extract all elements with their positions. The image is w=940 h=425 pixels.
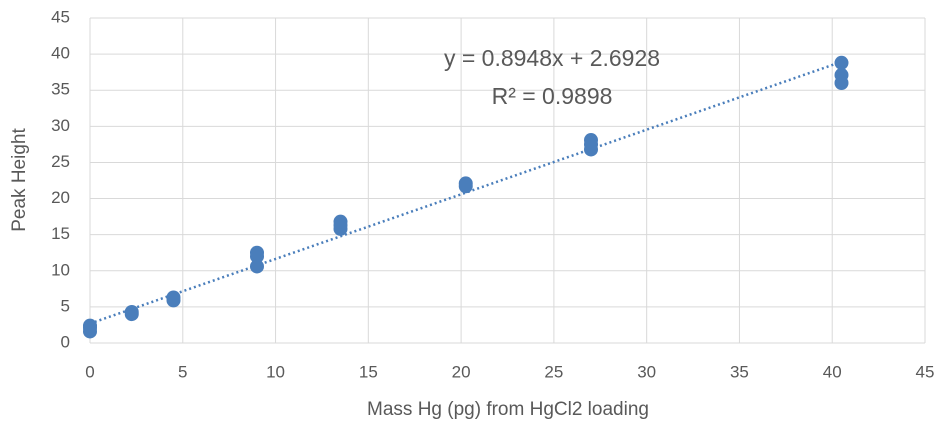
y-tick-label: 35 [51,80,70,99]
x-tick-label: 20 [452,362,471,381]
y-tick-label: 5 [61,296,70,315]
data-point [834,55,849,70]
data-point [124,304,139,319]
y-tick-label: 20 [51,188,70,207]
data-point [250,259,264,274]
y-tick-label: 25 [51,152,70,171]
y-tick-label: 45 [51,7,70,26]
x-tick-label: 0 [85,362,94,381]
y-tick-label: 0 [61,332,70,351]
x-tick-label: 35 [730,362,749,381]
x-tick-label: 5 [178,362,187,381]
y-axis-title: Peak Height [9,128,30,232]
x-tick-label: 45 [916,362,935,381]
x-tick-label: 10 [266,362,285,381]
y-tick-label: 10 [51,260,70,279]
data-point [250,245,264,260]
y-tick-label: 30 [51,116,70,135]
x-axis-title: Mass Hg (pg) from HgCl2 loading [367,399,649,420]
data-point [834,68,849,83]
trendline-equation: y = 0.8948x + 2.6928 [444,45,660,71]
y-tick-label: 15 [51,224,70,243]
x-tick-label: 25 [544,362,563,381]
x-tick-label: 15 [359,362,378,381]
y-tick-label: 40 [51,44,70,63]
data-point [458,176,473,191]
data-point [333,214,348,229]
data-point [83,318,97,333]
data-point [584,133,598,148]
trendline-r2: R² = 0.9898 [492,83,613,109]
x-tick-label: 30 [637,362,656,381]
x-tick-label: 40 [823,362,842,381]
data-point [166,290,181,305]
